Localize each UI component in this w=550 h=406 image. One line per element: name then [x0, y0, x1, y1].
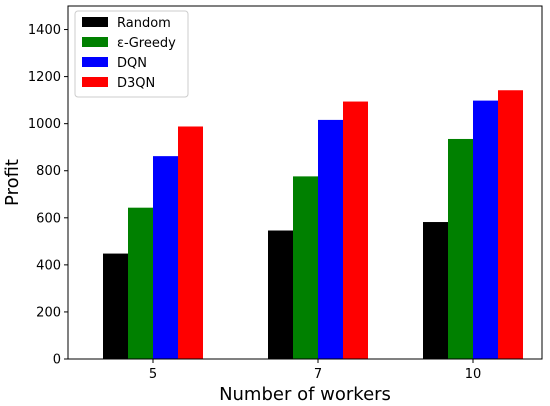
legend: Random ε-Greedy DQN D3QN: [74, 10, 189, 98]
y-tick-label: 400: [36, 258, 61, 273]
y-axis-label: Profit: [2, 159, 23, 206]
legend-swatch: [82, 37, 108, 47]
legend-label: DQN: [117, 56, 147, 71]
bar-greedy-5: [128, 207, 153, 359]
bar-d3qn-7: [343, 101, 368, 359]
x-axis-ticks: 5 7 10: [149, 359, 481, 382]
bar-dqn-5: [153, 156, 178, 359]
legend-label: Random: [117, 16, 171, 31]
legend-label: D3QN: [117, 76, 155, 91]
bar-random-5: [103, 253, 128, 359]
y-tick-label: 1400: [28, 23, 61, 38]
legend-box: [74, 10, 189, 98]
bar-greedy-10: [448, 138, 473, 359]
x-tick-label: 10: [465, 367, 482, 382]
legend-swatch: [82, 57, 108, 67]
bar-d3qn-10: [498, 90, 523, 360]
bar-dqn-7: [318, 119, 343, 359]
bar-d3qn-5: [178, 126, 203, 360]
bars-group: [103, 90, 523, 360]
bar-greedy-7: [293, 176, 318, 359]
bar-random-7: [268, 230, 293, 359]
y-tick-label: 1200: [28, 70, 61, 85]
y-tick-label: 0: [53, 353, 61, 368]
bar-dqn-10: [473, 100, 498, 359]
x-tick-label: 7: [314, 367, 322, 382]
legend-swatch: [82, 77, 108, 87]
legend-swatch: [82, 17, 108, 27]
y-tick-label: 200: [36, 305, 61, 320]
x-axis-label: Number of workers: [219, 384, 391, 405]
y-tick-label: 1000: [28, 117, 61, 132]
y-axis-ticks: 0 200 400 600 800 1000 1200 1400: [28, 23, 68, 368]
x-tick-label: 5: [149, 367, 157, 382]
legend-label: ε-Greedy: [117, 36, 176, 51]
bar-random-10: [423, 222, 448, 359]
plot-frame: [67, 5, 543, 360]
y-tick-label: 600: [36, 211, 61, 226]
y-tick-label: 800: [36, 164, 61, 179]
